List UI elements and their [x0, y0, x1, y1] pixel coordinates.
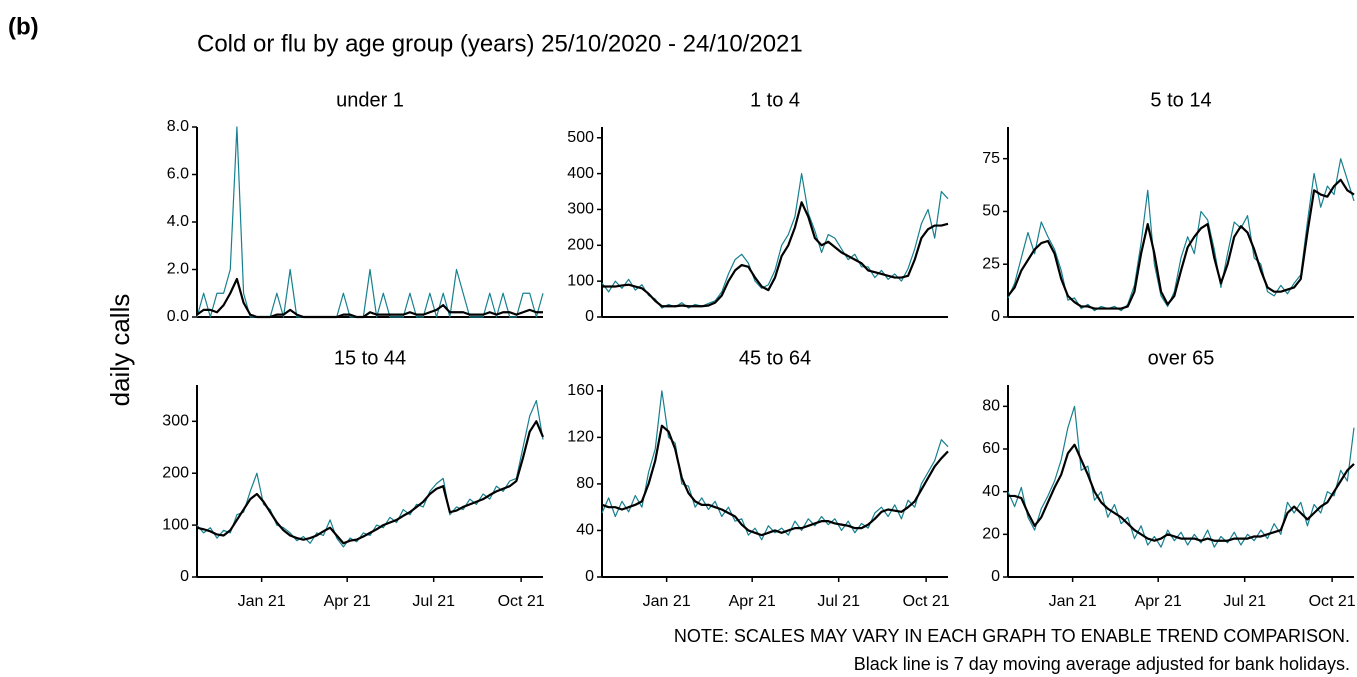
note: NOTE: SCALES MAY VARY IN EACH GRAPH TO E…: [674, 626, 1350, 646]
x-tick-label: Jul 21: [1223, 593, 1266, 610]
y-tick-label: 80: [576, 475, 594, 492]
y-tick-label: 400: [567, 165, 594, 182]
x-tick-label: Jul 21: [412, 593, 455, 610]
figure-label: (b): [8, 13, 39, 40]
y-tick-label: 160: [567, 382, 594, 399]
y-tick-label: 300: [162, 413, 189, 430]
data-line: [602, 201, 949, 308]
y-tick-label: 0: [585, 568, 594, 585]
y-tick-label: 100: [162, 516, 189, 533]
panel-title: 15 to 44: [334, 347, 406, 369]
y-tick-label: 100: [567, 272, 594, 289]
x-tick-label: Oct 21: [498, 593, 545, 610]
y-tick-label: 50: [982, 203, 1000, 220]
y-tick-label: 4.0: [167, 213, 189, 230]
y-axis-label: daily calls: [105, 294, 135, 407]
y-tick-label: 80: [982, 398, 1000, 415]
x-tick-label: Jan 21: [238, 593, 286, 610]
panel-title: 5 to 14: [1150, 89, 1211, 111]
panel-title: under 1: [336, 89, 404, 111]
x-tick-label: Apr 21: [729, 593, 776, 610]
y-tick-label: 0.0: [167, 308, 189, 325]
data-line: [1008, 443, 1355, 542]
y-tick-label: 120: [567, 429, 594, 446]
y-tick-label: 0: [180, 568, 189, 585]
panel-title: over 65: [1148, 347, 1215, 369]
y-tick-label: 25: [982, 255, 1000, 272]
x-tick-label: Apr 21: [324, 593, 371, 610]
data-line: [196, 277, 543, 319]
y-tick-label: 0: [585, 308, 594, 325]
data-line: [601, 173, 949, 309]
data-line: [196, 126, 544, 318]
y-tick-label: 200: [162, 464, 189, 481]
y-tick-label: 6.0: [167, 166, 189, 183]
y-tick-label: 20: [982, 526, 1000, 543]
y-tick-label: 40: [982, 483, 1000, 500]
data-line: [196, 399, 544, 548]
y-tick-label: 200: [567, 237, 594, 254]
y-tick-label: 75: [982, 150, 1000, 167]
y-tick-label: 0: [991, 308, 1000, 325]
x-tick-label: Jul 21: [817, 593, 860, 610]
x-tick-label: Oct 21: [903, 593, 950, 610]
y-tick-label: 60: [982, 440, 1000, 457]
y-tick-label: 8.0: [167, 118, 189, 135]
data-line: [196, 420, 545, 545]
x-tick-label: Jan 21: [1049, 593, 1097, 610]
note: Black line is 7 day moving average adjus…: [854, 654, 1350, 674]
y-tick-label: 300: [567, 201, 594, 218]
y-tick-label: 40: [576, 522, 594, 539]
y-tick-label: 500: [567, 129, 594, 146]
x-tick-label: Jan 21: [643, 593, 691, 610]
data-line: [1007, 158, 1355, 312]
data-line: [601, 424, 949, 537]
x-tick-label: Oct 21: [1309, 593, 1356, 610]
chart-title: Cold or flu by age group (years) 25/10/2…: [197, 30, 803, 57]
data-line: [601, 390, 949, 541]
panel-title: 45 to 64: [739, 347, 811, 369]
data-line: [1007, 178, 1355, 310]
y-tick-label: 2.0: [167, 261, 189, 278]
x-tick-label: Apr 21: [1135, 593, 1182, 610]
y-tick-label: 0: [991, 568, 1000, 585]
panel-title: 1 to 4: [750, 89, 800, 111]
